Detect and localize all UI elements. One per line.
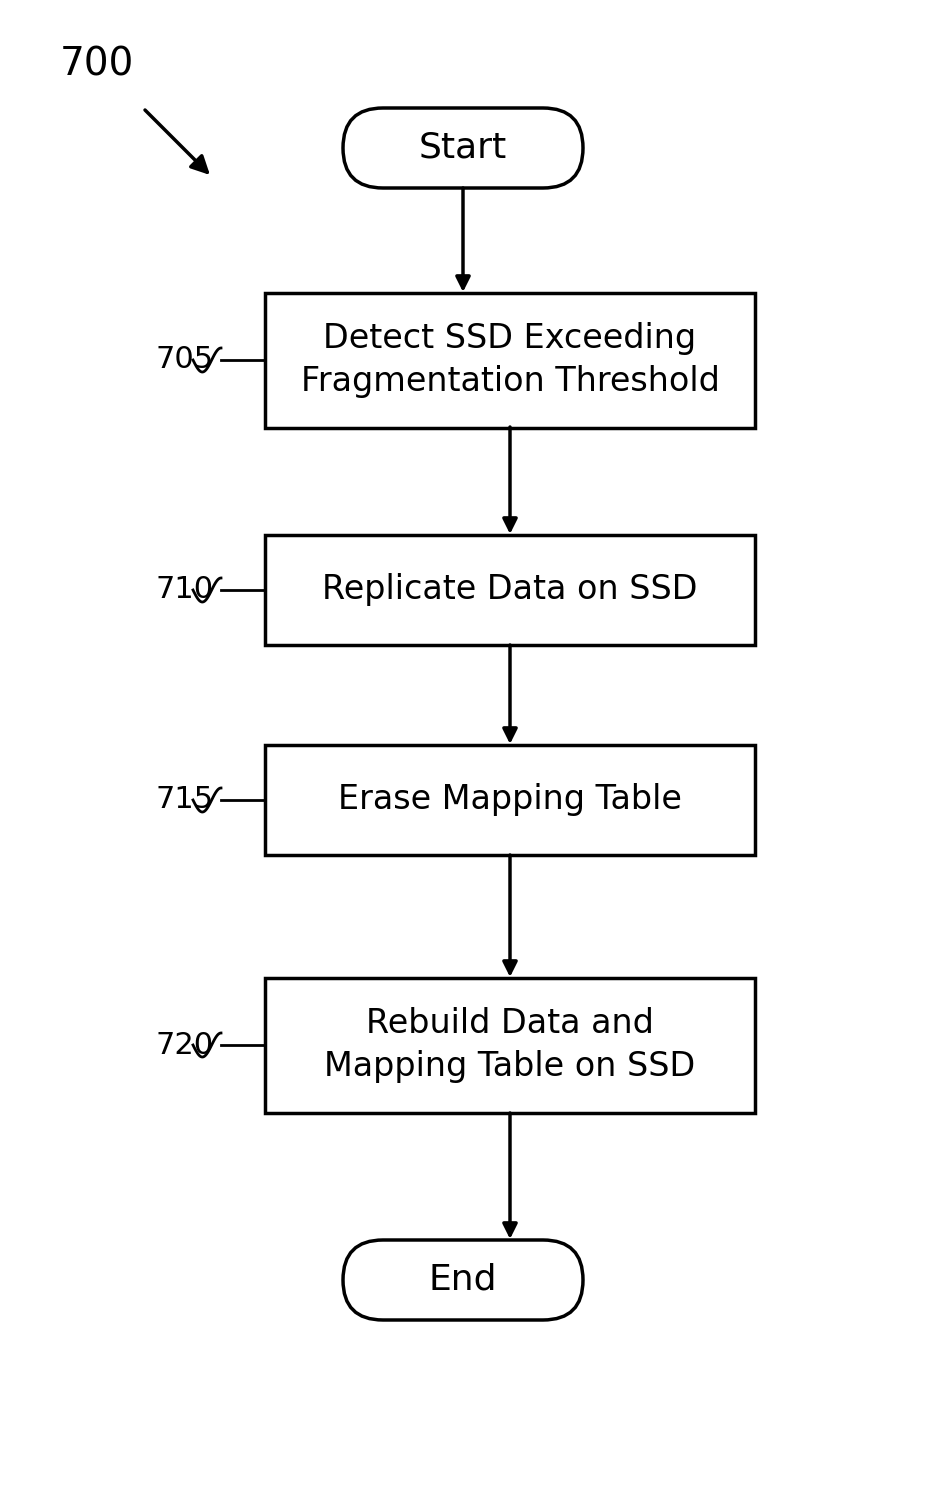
Text: 705: 705 xyxy=(155,346,213,374)
Text: Erase Mapping Table: Erase Mapping Table xyxy=(338,784,682,817)
Text: Replicate Data on SSD: Replicate Data on SSD xyxy=(322,574,698,607)
Text: 715: 715 xyxy=(155,785,213,814)
FancyBboxPatch shape xyxy=(343,1240,583,1320)
FancyBboxPatch shape xyxy=(265,977,755,1113)
Text: Detect SSD Exceeding
Fragmentation Threshold: Detect SSD Exceeding Fragmentation Thres… xyxy=(301,322,720,399)
Text: 720: 720 xyxy=(155,1030,213,1060)
FancyBboxPatch shape xyxy=(265,744,755,855)
Text: Start: Start xyxy=(419,131,507,165)
Text: End: End xyxy=(429,1262,497,1297)
Text: Rebuild Data and
Mapping Table on SSD: Rebuild Data and Mapping Table on SSD xyxy=(324,1007,695,1083)
FancyBboxPatch shape xyxy=(265,293,755,427)
Text: 700: 700 xyxy=(60,45,134,85)
FancyBboxPatch shape xyxy=(343,109,583,189)
FancyBboxPatch shape xyxy=(265,535,755,645)
Text: 710: 710 xyxy=(155,575,213,604)
